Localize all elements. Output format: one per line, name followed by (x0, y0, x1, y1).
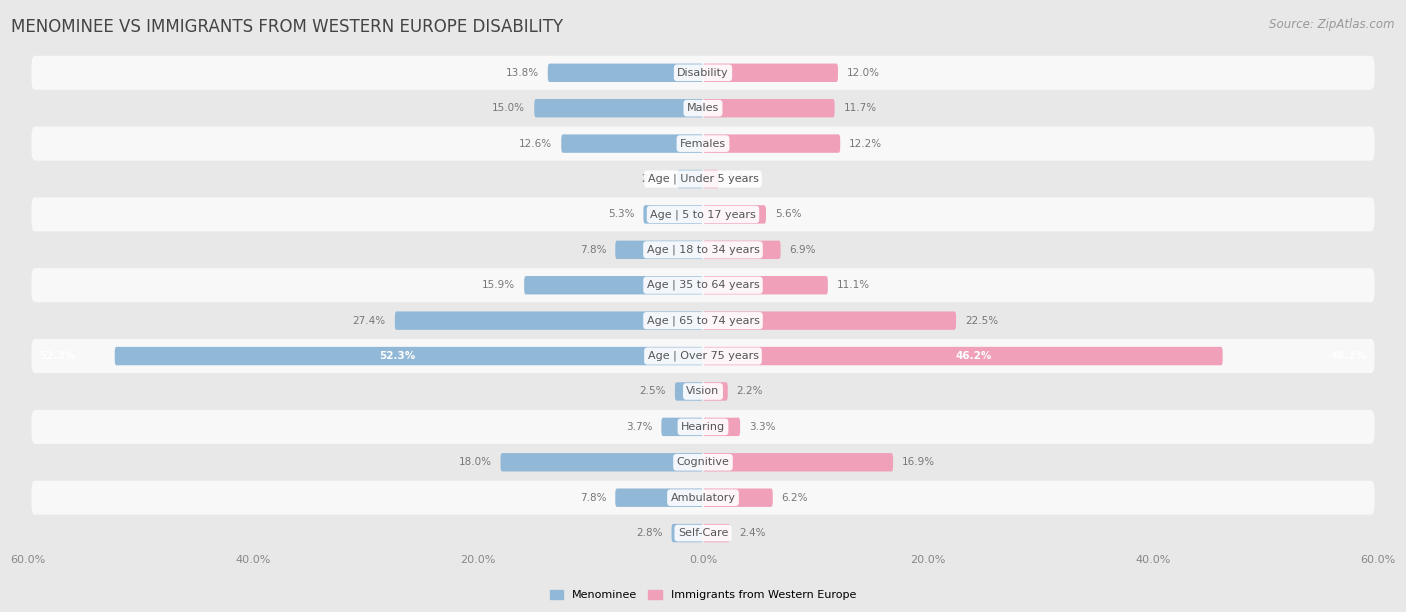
FancyBboxPatch shape (395, 312, 703, 330)
Text: 6.9%: 6.9% (790, 245, 815, 255)
FancyBboxPatch shape (31, 91, 1375, 125)
Text: 5.6%: 5.6% (775, 209, 801, 220)
FancyBboxPatch shape (31, 410, 1375, 444)
FancyBboxPatch shape (501, 453, 703, 471)
FancyBboxPatch shape (672, 524, 703, 542)
FancyBboxPatch shape (703, 453, 893, 471)
Text: 18.0%: 18.0% (458, 457, 492, 468)
FancyBboxPatch shape (675, 382, 703, 401)
Text: 2.5%: 2.5% (640, 386, 666, 397)
Text: Vision: Vision (686, 386, 720, 397)
Text: 52.3%: 52.3% (39, 351, 76, 361)
FancyBboxPatch shape (31, 480, 1375, 515)
Text: 16.9%: 16.9% (903, 457, 935, 468)
FancyBboxPatch shape (31, 233, 1375, 267)
Text: Cognitive: Cognitive (676, 457, 730, 468)
FancyBboxPatch shape (703, 347, 1223, 365)
Text: 13.8%: 13.8% (506, 68, 538, 78)
Text: Age | Over 75 years: Age | Over 75 years (648, 351, 758, 361)
Text: Ambulatory: Ambulatory (671, 493, 735, 502)
Text: 7.8%: 7.8% (579, 493, 606, 502)
FancyBboxPatch shape (703, 64, 838, 82)
FancyBboxPatch shape (115, 347, 703, 365)
Text: 2.4%: 2.4% (740, 528, 765, 538)
FancyBboxPatch shape (703, 488, 773, 507)
Text: 7.8%: 7.8% (579, 245, 606, 255)
FancyBboxPatch shape (548, 64, 703, 82)
Text: 11.1%: 11.1% (837, 280, 870, 290)
FancyBboxPatch shape (703, 382, 728, 401)
FancyBboxPatch shape (31, 516, 1375, 550)
Text: Disability: Disability (678, 68, 728, 78)
FancyBboxPatch shape (703, 205, 766, 223)
FancyBboxPatch shape (703, 417, 740, 436)
Text: 2.8%: 2.8% (636, 528, 662, 538)
FancyBboxPatch shape (31, 56, 1375, 90)
FancyBboxPatch shape (31, 127, 1375, 160)
Text: Age | 35 to 64 years: Age | 35 to 64 years (647, 280, 759, 291)
FancyBboxPatch shape (31, 446, 1375, 479)
FancyBboxPatch shape (31, 375, 1375, 408)
FancyBboxPatch shape (31, 198, 1375, 231)
FancyBboxPatch shape (31, 304, 1375, 338)
Text: 46.2%: 46.2% (1330, 351, 1367, 361)
Text: 46.2%: 46.2% (956, 351, 993, 361)
FancyBboxPatch shape (31, 339, 1375, 373)
Text: 6.2%: 6.2% (782, 493, 808, 502)
Text: 27.4%: 27.4% (353, 316, 385, 326)
Text: Age | Under 5 years: Age | Under 5 years (648, 174, 758, 184)
Text: 2.2%: 2.2% (737, 386, 763, 397)
Text: Hearing: Hearing (681, 422, 725, 432)
Text: 1.4%: 1.4% (728, 174, 754, 184)
FancyBboxPatch shape (616, 488, 703, 507)
Text: 12.6%: 12.6% (519, 138, 553, 149)
FancyBboxPatch shape (703, 312, 956, 330)
Text: 22.5%: 22.5% (965, 316, 998, 326)
Legend: Menominee, Immigrants from Western Europe: Menominee, Immigrants from Western Europ… (546, 586, 860, 605)
FancyBboxPatch shape (616, 241, 703, 259)
FancyBboxPatch shape (703, 524, 730, 542)
FancyBboxPatch shape (31, 162, 1375, 196)
FancyBboxPatch shape (703, 170, 718, 188)
FancyBboxPatch shape (703, 99, 835, 118)
Text: Source: ZipAtlas.com: Source: ZipAtlas.com (1270, 18, 1395, 31)
Text: 12.2%: 12.2% (849, 138, 883, 149)
FancyBboxPatch shape (534, 99, 703, 118)
Text: 11.7%: 11.7% (844, 103, 877, 113)
Text: Age | 18 to 34 years: Age | 18 to 34 years (647, 245, 759, 255)
FancyBboxPatch shape (703, 276, 828, 294)
FancyBboxPatch shape (661, 417, 703, 436)
FancyBboxPatch shape (703, 135, 841, 153)
Text: 2.3%: 2.3% (641, 174, 668, 184)
Text: Females: Females (681, 138, 725, 149)
Text: 52.3%: 52.3% (380, 351, 416, 361)
Text: MENOMINEE VS IMMIGRANTS FROM WESTERN EUROPE DISABILITY: MENOMINEE VS IMMIGRANTS FROM WESTERN EUR… (11, 18, 564, 36)
FancyBboxPatch shape (561, 135, 703, 153)
Text: 15.0%: 15.0% (492, 103, 526, 113)
Text: Age | 5 to 17 years: Age | 5 to 17 years (650, 209, 756, 220)
FancyBboxPatch shape (644, 205, 703, 223)
Text: Age | 65 to 74 years: Age | 65 to 74 years (647, 315, 759, 326)
Text: 5.3%: 5.3% (607, 209, 634, 220)
Text: 3.3%: 3.3% (749, 422, 776, 432)
FancyBboxPatch shape (678, 170, 703, 188)
Text: 3.7%: 3.7% (626, 422, 652, 432)
FancyBboxPatch shape (524, 276, 703, 294)
Text: Males: Males (688, 103, 718, 113)
Text: 15.9%: 15.9% (482, 280, 515, 290)
Text: Self-Care: Self-Care (678, 528, 728, 538)
FancyBboxPatch shape (703, 241, 780, 259)
FancyBboxPatch shape (31, 268, 1375, 302)
Text: 12.0%: 12.0% (846, 68, 880, 78)
